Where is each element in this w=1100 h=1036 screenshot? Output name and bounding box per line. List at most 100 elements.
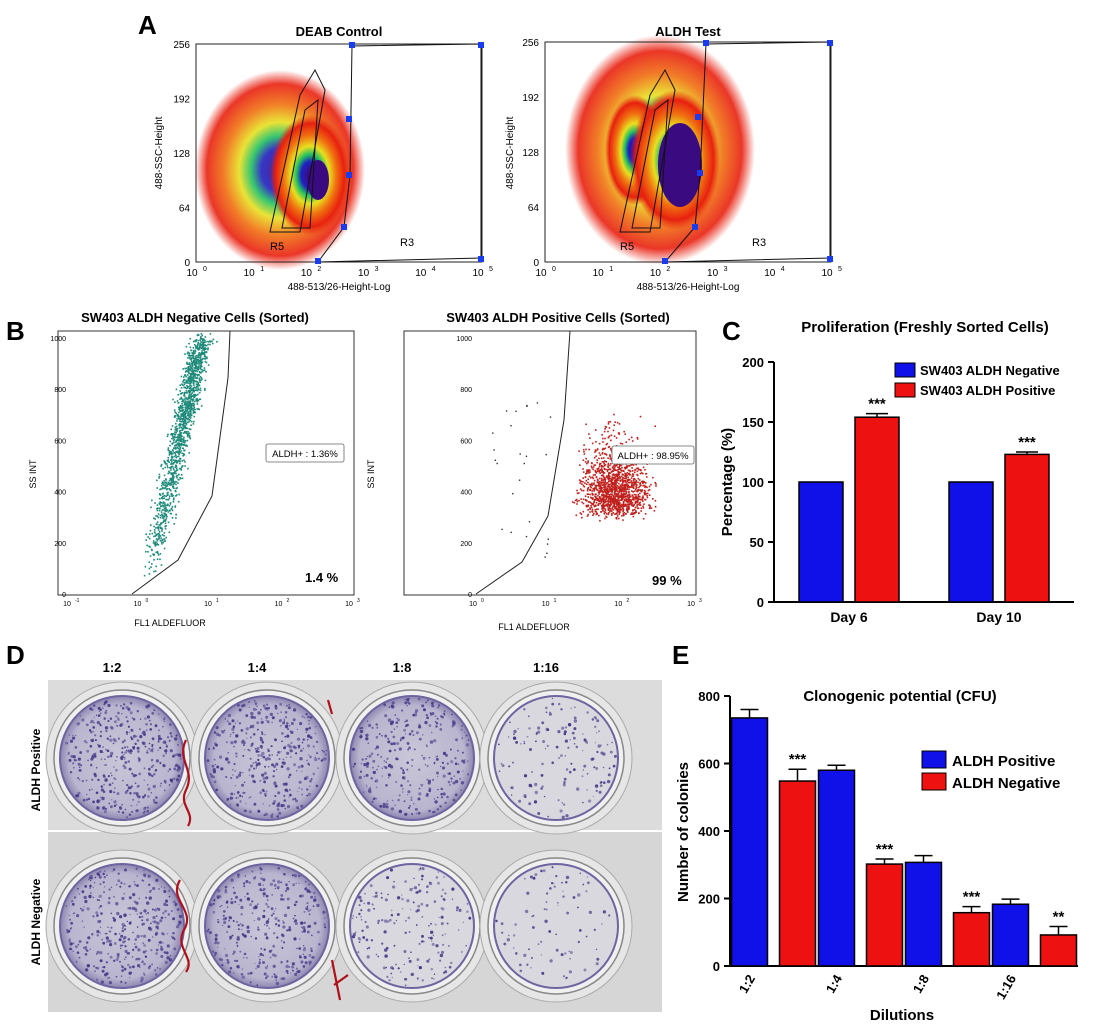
x-tick-label: 10 xyxy=(244,268,256,279)
x-tick-label: 10 xyxy=(415,268,427,279)
significance-marker: *** xyxy=(1018,434,1036,451)
x-tick-label: 10 xyxy=(821,268,833,279)
y-tick-label: 200 xyxy=(698,892,720,907)
dilution-header: 1:8 xyxy=(393,660,412,675)
x-tick-label: 10 xyxy=(614,601,622,608)
flow-plot-aldh: ALDH Test R5 R3 488-SSC-Height 4 xyxy=(505,24,842,293)
legend: SW403 ALDH Negative SW403 ALDH Positive xyxy=(894,362,1060,398)
gate-label-r5: R5 xyxy=(270,241,284,253)
x-tick-label: 10 xyxy=(593,268,605,279)
culture-well xyxy=(479,849,633,1003)
axis-label-x: 488-513/26-Height-Log xyxy=(288,282,391,293)
x-tick-label: 10 xyxy=(707,268,719,279)
x-tick-exponent: 3 xyxy=(375,266,379,273)
density-cloud xyxy=(565,35,755,265)
bar xyxy=(952,911,991,967)
x-tick-label: 1:4 xyxy=(823,971,846,995)
panel-c-chart: Proliferation (Freshly Sorted Cells) Per… xyxy=(719,319,1074,625)
x-tick-label: 10 xyxy=(134,601,142,608)
x-tick-exponent: 2 xyxy=(317,266,321,273)
legend-label: ALDH Positive xyxy=(952,753,1055,770)
axis-label-y: Number of colonies xyxy=(675,762,692,902)
x-tick-exponent: 1 xyxy=(554,598,557,604)
flow-plot-title: ALDH Test xyxy=(655,24,721,39)
y-tick-label: 800 xyxy=(54,387,66,394)
y-tick-label: 400 xyxy=(54,490,66,497)
culture-well xyxy=(479,681,633,835)
axis-label-x: FL1 ALDEFLUOR xyxy=(498,622,570,632)
y-tick-label: 800 xyxy=(460,387,472,394)
significance-marker: ** xyxy=(1053,909,1065,926)
legend-swatch-positive xyxy=(921,750,947,769)
x-tick-label: 10 xyxy=(542,601,550,608)
y-tick-label: 0 xyxy=(757,595,764,610)
legend-swatch-negative xyxy=(894,362,916,378)
axis-label-y: SS INT xyxy=(366,459,376,489)
gate-line xyxy=(475,330,571,595)
x-tick-label: 10 xyxy=(204,601,212,608)
y-tick-label: 192 xyxy=(522,93,539,104)
plot-frame xyxy=(544,41,832,263)
y-tick-label: 64 xyxy=(179,204,191,215)
marker-annotation xyxy=(175,699,349,1001)
panel-a: DEAB Control R5 R3 488-SSC-Height 488-51… xyxy=(154,24,842,293)
legend-label: SW403 ALDH Negative xyxy=(920,363,1060,378)
axis-label-y: 488-SSC-Height xyxy=(505,116,516,189)
bar xyxy=(854,416,900,603)
x-tick-exponent: 0 xyxy=(552,266,556,273)
gate-label: ALDH+ : 1.36% xyxy=(272,449,338,460)
panel-letter-a: A xyxy=(138,10,157,40)
y-tick-label: 800 xyxy=(698,689,720,704)
bar xyxy=(1004,453,1050,603)
panel-letter-c: C xyxy=(722,316,741,346)
bar xyxy=(817,769,856,967)
percent-label: 99 % xyxy=(652,573,682,588)
y-tick-label: 600 xyxy=(54,438,66,445)
x-tick-exponent: 1 xyxy=(609,266,613,273)
culture-well xyxy=(45,681,199,835)
panel-letter-b: B xyxy=(6,316,25,346)
gate-label-r5: R5 xyxy=(620,241,634,253)
flow-plot-title: SW403 ALDH Positive Cells (Sorted) xyxy=(446,310,669,325)
x-tick-label: 10 xyxy=(687,601,695,608)
x-tick-exponent: 3 xyxy=(724,266,728,273)
dilution-header: 1:2 xyxy=(103,660,122,675)
y-tick-label: 200 xyxy=(54,541,66,548)
flow-plot-positive: SW403 ALDH Positive Cells (Sorted) ALDH+… xyxy=(366,310,702,632)
percent-label: 1.4 % xyxy=(305,570,339,585)
y-tick-label: 400 xyxy=(698,824,720,839)
y-tick-label: 200 xyxy=(742,355,764,370)
plot-frame xyxy=(403,330,697,596)
dilution-header: 1:16 xyxy=(533,660,559,675)
x-tick-exponent: 2 xyxy=(626,598,629,604)
panel-letter-d: D xyxy=(6,640,25,670)
axis-label-x: 488-513/26-Height-Log xyxy=(637,282,740,293)
x-tick-label: 10 xyxy=(345,601,353,608)
bar xyxy=(991,903,1030,967)
bar xyxy=(778,780,817,967)
axis-label-x: Dilutions xyxy=(870,1007,934,1024)
x-tick-label: 10 xyxy=(469,601,477,608)
y-tick-label: 100 xyxy=(742,475,764,490)
panel-e-chart: Clonogenic potential (CFU) Number of col… xyxy=(675,688,1078,1024)
bar xyxy=(904,861,943,967)
plot-frame xyxy=(57,330,355,596)
y-tick-label: 600 xyxy=(698,757,720,772)
y-tick-label: 0 xyxy=(468,592,472,599)
x-tick-label: 1:16 xyxy=(993,972,1019,1002)
y-tick-label: 1000 xyxy=(456,336,472,343)
chart-title: Proliferation (Freshly Sorted Cells) xyxy=(801,319,1049,336)
x-tick-label: 10 xyxy=(301,268,313,279)
chart-title: Clonogenic potential (CFU) xyxy=(803,688,996,705)
x-tick-exponent: 0 xyxy=(146,598,149,604)
y-tick-label: 128 xyxy=(173,149,190,160)
gate-label: ALDH+ : 98.95% xyxy=(617,451,689,462)
gate-label-box xyxy=(265,443,345,463)
y-tick-label: 150 xyxy=(742,415,764,430)
x-tick-exponent: 1 xyxy=(260,266,264,273)
culture-well xyxy=(335,849,489,1003)
flow-plot-title: DEAB Control xyxy=(296,24,383,39)
gate-line xyxy=(131,330,231,595)
gate-label-r3: R3 xyxy=(400,237,414,249)
